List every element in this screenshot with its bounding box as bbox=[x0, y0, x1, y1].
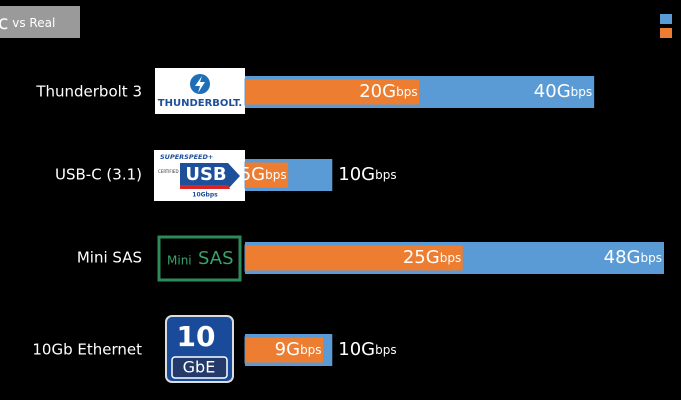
category-label: Thunderbolt 3 bbox=[35, 83, 142, 101]
logo-text: USB bbox=[185, 164, 226, 185]
logo-bolt bbox=[195, 76, 205, 93]
legend-swatch bbox=[660, 28, 672, 38]
value-label: 48Gbps bbox=[604, 247, 662, 268]
usb-logo: SUPERSPEED+ CERTIFIED USB 10Gbps bbox=[154, 150, 245, 201]
chart-title: c vs Real bbox=[0, 12, 55, 34]
logo-box bbox=[157, 235, 242, 282]
value-label: 20Gbps bbox=[359, 81, 417, 102]
logo-sub-box bbox=[171, 356, 228, 379]
value-label: 40Gbps bbox=[534, 81, 592, 102]
logo-arrow bbox=[180, 163, 240, 189]
logo-text: SUPERSPEED+ bbox=[160, 153, 213, 161]
gbe-logo: 10 GbE bbox=[165, 315, 234, 383]
value-label: 10Gbps bbox=[338, 164, 396, 185]
value-label: 25Gbps bbox=[403, 247, 461, 268]
bar bbox=[244, 336, 325, 364]
category-label: Mini SAS bbox=[77, 249, 142, 267]
bar bbox=[244, 78, 421, 106]
category-label: 10Gb Ethernet bbox=[32, 341, 142, 359]
minisas-logo: Mini SAS bbox=[157, 235, 242, 282]
bar bbox=[244, 244, 464, 272]
legend-swatch bbox=[660, 14, 672, 24]
value-label: 5Gbps bbox=[240, 164, 287, 185]
logo-text: 10Gbps bbox=[192, 192, 218, 199]
logo-text: CERTIFIED bbox=[158, 169, 179, 174]
thunderbolt-logo: THUNDERBOLT. bbox=[155, 68, 245, 114]
value-label: 9Gbps bbox=[275, 339, 322, 360]
value-label: 10Gbps bbox=[338, 339, 396, 360]
logo-text: GbE bbox=[183, 358, 216, 377]
logo-stripe bbox=[180, 185, 230, 189]
logo-text: THUNDERBOLT. bbox=[158, 98, 242, 109]
logo-text: 10 bbox=[177, 320, 216, 353]
bar bbox=[244, 161, 290, 189]
logo-text: SAS bbox=[198, 248, 234, 269]
title-box bbox=[0, 6, 80, 38]
logo-text: Mini bbox=[167, 254, 192, 268]
category-label: USB-C (3.1) bbox=[55, 166, 142, 184]
